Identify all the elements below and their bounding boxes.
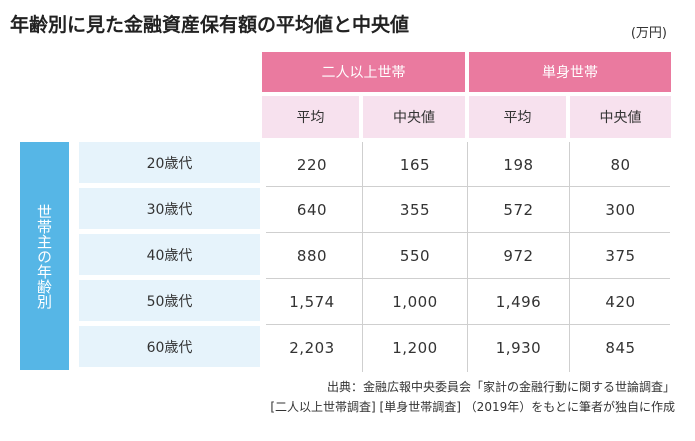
unit-label: (万円): [630, 26, 667, 41]
subheader-average: 平均: [469, 96, 566, 138]
cell-single-median: 300: [605, 200, 636, 219]
side-label: 世帯主の年齢別: [20, 142, 69, 370]
source-line-2: [二人以上世帯調査] [単身世帯調査] （2019年）をもとに筆者が独自に作成: [270, 400, 675, 414]
cell-single-avg: 972: [503, 246, 534, 265]
divider: [266, 186, 670, 187]
cell-two-median: 1,200: [392, 338, 438, 357]
row-label: 60歳代: [79, 326, 260, 367]
cell-two-median: 550: [399, 246, 431, 265]
row-label: 40歳代: [79, 234, 260, 275]
subheader-median: 中央値: [570, 96, 671, 138]
cell-two-avg: 880: [296, 246, 328, 265]
cell-two-median: 355: [399, 200, 431, 219]
row-label: 30歳代: [79, 188, 260, 229]
subheader-median: 中央値: [363, 96, 465, 138]
side-label-text: 世帯主の年齢別: [35, 203, 53, 309]
header-single-households: 単身世帯: [469, 52, 671, 92]
cell-single-avg: 1,930: [495, 338, 542, 357]
cell-single-median: 375: [605, 246, 636, 265]
divider: [266, 324, 670, 325]
cell-two-avg: 2,203: [289, 338, 335, 357]
cell-two-avg: 220: [296, 155, 328, 174]
header-two-plus-households: 二人以上世帯: [262, 52, 465, 92]
row-label: 50歳代: [79, 280, 260, 321]
divider: [467, 142, 468, 372]
cell-single-avg: 198: [503, 155, 534, 174]
cell-two-avg: 1,574: [289, 292, 335, 311]
cell-single-median: 845: [605, 338, 636, 357]
source-line-1: 出典：金融広報中央委員会「家計の金融行動に関する世論調査」: [326, 380, 675, 394]
cell-two-avg: 640: [296, 200, 328, 219]
cell-single-avg: 1,496: [495, 292, 542, 311]
subheader-average: 平均: [262, 96, 359, 138]
divider: [266, 278, 670, 279]
row-label: 20歳代: [79, 142, 260, 183]
divider: [362, 142, 363, 372]
cell-single-avg: 572: [503, 200, 534, 219]
divider: [266, 232, 670, 233]
divider: [569, 142, 570, 372]
cell-single-median: 80: [610, 155, 631, 174]
cell-two-median: 1,000: [392, 292, 438, 311]
cell-two-median: 165: [399, 155, 431, 174]
page-title: 年齢別に見た金融資産保有額の平均値と中央値: [10, 14, 410, 36]
cell-single-median: 420: [605, 292, 636, 311]
